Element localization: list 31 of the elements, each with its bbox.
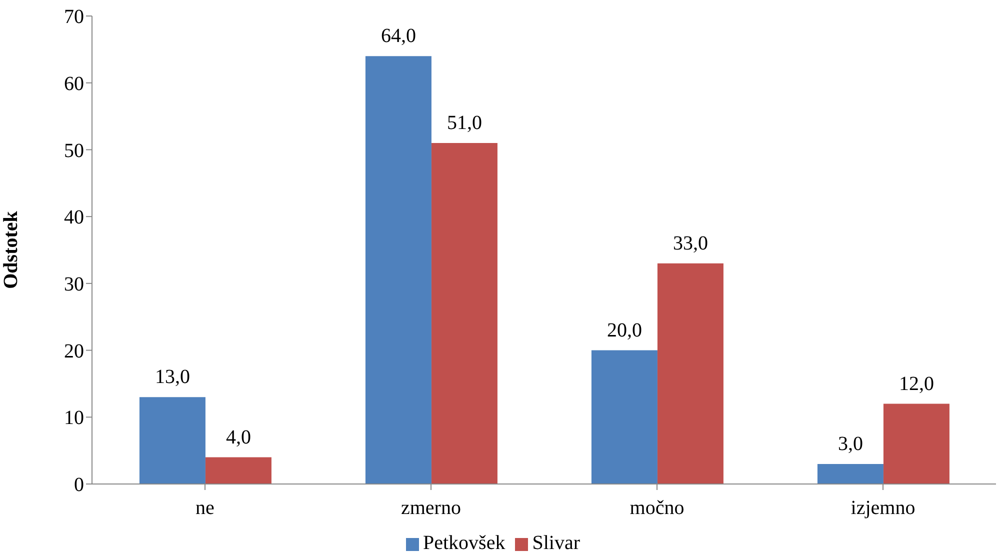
x-tick-label: zmerno (401, 497, 461, 520)
bar (139, 397, 206, 484)
data-label: 20,0 (606, 319, 642, 342)
bar (657, 263, 724, 484)
data-label: 12,0 (898, 372, 934, 395)
data-label: 4,0 (226, 426, 251, 448)
data-label: 3,0 (838, 432, 863, 455)
y-tick-label: 10 (64, 407, 84, 430)
y-tick-label: 20 (64, 340, 84, 362)
legend-label: Petkovšek (423, 532, 506, 554)
data-label: 33,0 (672, 232, 708, 254)
x-tick-label: ne (196, 497, 215, 520)
y-axis-title: Odstotek (0, 210, 22, 289)
y-tick-label: 60 (64, 72, 84, 95)
x-tick-label: močno (630, 497, 684, 520)
data-label: 13,0 (154, 366, 190, 388)
y-tick-label: 70 (64, 6, 84, 28)
legend-label: Slivar (532, 532, 580, 554)
bar (205, 457, 272, 484)
y-tick-label: 40 (64, 206, 84, 229)
data-label: 51,0 (446, 112, 482, 134)
bar (817, 464, 884, 484)
y-tick-label: 0 (74, 474, 84, 496)
bar (365, 56, 432, 484)
x-tick-label: izjemno (850, 497, 916, 520)
y-tick-label: 30 (64, 274, 84, 296)
bar (431, 143, 498, 484)
bar (591, 350, 658, 484)
data-label: 64,0 (380, 25, 416, 48)
y-tick-label: 50 (64, 140, 84, 162)
bar (883, 404, 950, 484)
